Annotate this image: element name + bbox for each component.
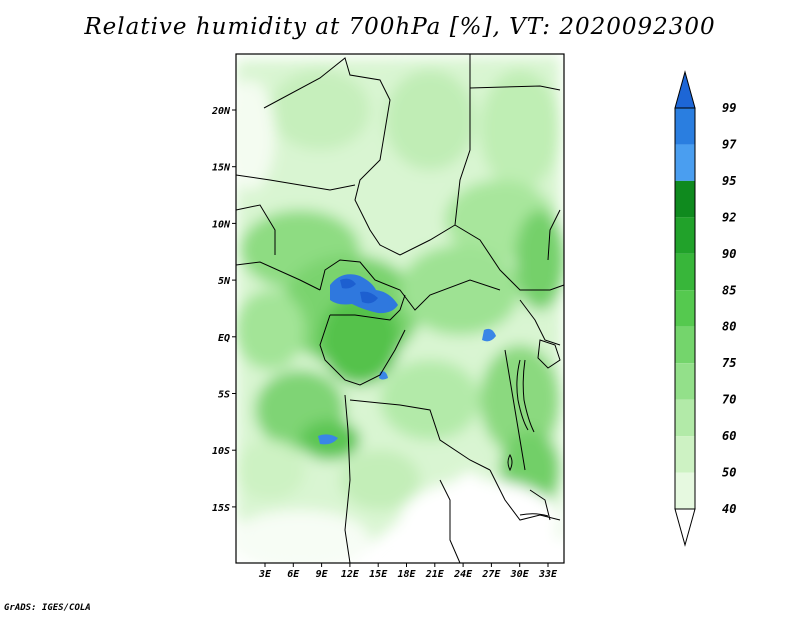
colorbar-segment [675, 363, 695, 400]
colorbar-label: 80 [722, 320, 736, 334]
lat-tick-label: 10N [212, 219, 231, 230]
lon-tick-label: 9E [316, 569, 329, 580]
lon-tick-label: 30E [510, 569, 530, 580]
colorbar-segment [675, 144, 695, 181]
lat-tick-label: 15N [212, 163, 231, 174]
lon-tick-label: 21E [425, 569, 445, 580]
colorbar-label: 95 [722, 174, 736, 188]
colorbar-segment [675, 290, 695, 327]
colorbar-label: 40 [722, 502, 736, 516]
lake-outlines [507, 339, 561, 517]
colorbar-segment [675, 326, 695, 364]
country-borders [235, 54, 565, 564]
lon-tick-label: 12E [341, 569, 360, 580]
colorbar-label: 85 [722, 283, 736, 297]
lat-tick-label: 5S [218, 390, 230, 401]
lon-tick-label: 6E [287, 569, 300, 580]
map-title: Relative humidity at 700hPa [%], VT: 202… [84, 14, 716, 40]
colorbar-label: 60 [722, 429, 736, 443]
lat-tick-label: 15S [212, 503, 230, 514]
colorbar-label: 97 [722, 137, 737, 151]
colorbar-label: 90 [722, 247, 736, 261]
humidity-field [236, 56, 564, 563]
map-panel [235, 53, 565, 564]
lon-tick-label: 24E [453, 569, 473, 580]
colorbar-label: 92 [722, 210, 736, 224]
colorbar-label: 99 [722, 101, 736, 115]
lat-tick-label: EQ [218, 333, 230, 344]
colorbar-segment [675, 217, 695, 254]
lon-tick-label: 15E [369, 569, 388, 580]
lon-tick-label: 27E [481, 569, 501, 580]
lon-tick-label: 3E [258, 569, 272, 580]
colorbar-segment [675, 472, 695, 509]
colorbar-segment [675, 436, 695, 473]
colorbar-top-arrow [674, 70, 696, 109]
colorbar: 99 97 95 92 90 85 80 75 70 60 50 40 [674, 70, 737, 547]
colorbar-label: 70 [722, 393, 736, 407]
colorbar-label: 75 [722, 356, 736, 370]
colorbar-label: 50 [722, 466, 736, 480]
colorbar-segment [675, 108, 695, 145]
colorbar-bottom-arrow [674, 508, 696, 547]
lon-tick-label: 33E [538, 569, 558, 580]
lon-tick-label: 18E [397, 569, 416, 580]
longitude-axis: 3E 6E 9E 12E 15E 18E 21E 24E 27E 30E 33E [258, 563, 558, 580]
latitude-axis: 20N 15N 10N 5N EQ 5S 10S 15S [211, 106, 236, 514]
colorbar-segment [675, 253, 695, 291]
lat-tick-label: 5N [218, 276, 231, 287]
colorbar-segment [675, 180, 695, 218]
colorbar-segment [675, 399, 695, 437]
lat-tick-label: 10S [212, 446, 230, 457]
lat-tick-label: 20N [211, 106, 231, 117]
grads-credit: GrADS: IGES/COLA [4, 603, 91, 613]
map-frame [235, 53, 565, 564]
